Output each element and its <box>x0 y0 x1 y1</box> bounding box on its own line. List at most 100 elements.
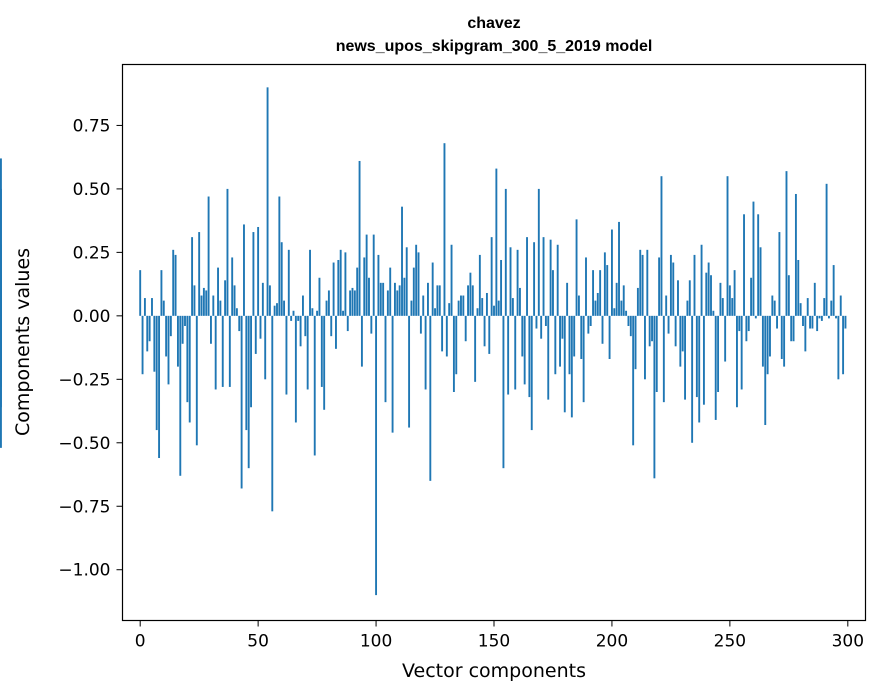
bar-component-227 <box>674 315 677 347</box>
bar-component-13 <box>169 315 172 337</box>
bar-component-56 <box>271 315 274 512</box>
y-tick-label: −1.00 <box>58 561 110 581</box>
bar-component-122 <box>427 282 429 316</box>
bar-component-195 <box>599 270 602 316</box>
bar-component-129 <box>443 143 446 316</box>
bar-component-83 <box>335 315 337 349</box>
x-axis-label: Vector components <box>402 660 586 682</box>
bar-component-218 <box>653 315 656 479</box>
bar-component-228 <box>677 280 679 316</box>
bar-component-258 <box>747 315 750 332</box>
bar-component-159 <box>514 315 517 390</box>
bar-component-102 <box>379 282 382 316</box>
bar-component-7 <box>155 315 158 431</box>
bar-component-271 <box>778 232 781 316</box>
bar-component-125 <box>434 308 436 316</box>
bar-component-20 <box>186 315 189 403</box>
bar-component-31 <box>212 295 215 316</box>
bar-component-177 <box>556 244 559 316</box>
bar-component-222 <box>662 315 665 403</box>
bar-component-178 <box>559 315 561 367</box>
bar-component-207 <box>627 315 630 326</box>
bar-component-87 <box>344 252 347 316</box>
bar-component-48 <box>252 232 255 316</box>
bar-component-172 <box>544 315 547 326</box>
bar-component-183 <box>570 315 573 418</box>
bar-component-197 <box>603 252 606 316</box>
bar-component-171 <box>542 237 545 316</box>
bar-component-14 <box>172 249 175 316</box>
bar-component-268 <box>771 295 774 316</box>
bar-component-205 <box>622 285 625 316</box>
bar-component-29 <box>207 196 210 316</box>
bar-component-188 <box>582 315 585 403</box>
bar-component-156 <box>507 315 510 395</box>
bar-component-61 <box>283 300 286 316</box>
bar-component-90 <box>351 287 354 316</box>
bar-component-158 <box>511 298 514 316</box>
bar-component-239 <box>702 315 705 405</box>
bar-component-146 <box>483 315 486 347</box>
bar-component-39 <box>231 257 234 316</box>
bar-component-236 <box>695 315 698 398</box>
bar-component-287 <box>816 315 819 332</box>
bar-component-127 <box>438 285 441 316</box>
y-tick-label: −0.50 <box>58 434 110 454</box>
bar-component-80 <box>327 290 330 316</box>
bar-component-58 <box>276 303 278 316</box>
bar-component-169 <box>537 188 540 316</box>
bar-component-256 <box>743 214 745 316</box>
bar-component-113 <box>405 247 408 316</box>
bar-component-66 <box>294 315 297 423</box>
bar-component-38 <box>228 315 231 387</box>
bar-component-101 <box>377 254 380 316</box>
bar-component-30 <box>210 315 212 344</box>
bar-component-92 <box>356 267 359 316</box>
bar-component-238 <box>700 244 703 316</box>
y-tick-label: 0.50 <box>73 180 111 200</box>
bar-component-229 <box>679 315 682 367</box>
bar-component-undefined <box>0 158 2 316</box>
bar-component-250 <box>728 285 731 316</box>
bar-component-37 <box>226 188 229 316</box>
bar-component-203 <box>618 221 620 316</box>
bar-component-237 <box>698 315 701 423</box>
bar-component-173 <box>547 315 550 400</box>
bar-component-293 <box>830 300 833 316</box>
bar-component-8 <box>158 315 161 459</box>
bar-component-209 <box>632 315 635 446</box>
bar-component-23 <box>193 285 196 316</box>
bar-component-151 <box>495 168 498 316</box>
bar-component-69 <box>302 295 304 316</box>
bar-component-60 <box>280 242 283 316</box>
bar-component-34 <box>219 300 222 316</box>
bar-component-52 <box>261 282 264 316</box>
bar-component-109 <box>396 290 399 316</box>
bar-component-57 <box>273 305 276 316</box>
bar-component-1 <box>141 315 144 375</box>
bar-component-181 <box>566 282 569 316</box>
bar-component-241 <box>707 262 710 316</box>
bar-component-71 <box>306 315 309 390</box>
bar-component-54 <box>266 87 269 316</box>
bar-component-86 <box>342 310 344 316</box>
bar-component-111 <box>401 206 403 316</box>
bar-component-244 <box>714 315 717 420</box>
bar-component-224 <box>667 315 670 334</box>
bar-component-64 <box>290 315 293 321</box>
bar-component-254 <box>738 315 741 332</box>
bar-component-24 <box>195 315 198 446</box>
bar-component-131 <box>448 303 451 316</box>
bar-component-123 <box>429 315 432 481</box>
bar-component-4 <box>148 315 151 342</box>
bar-component-260 <box>752 201 755 316</box>
bar-component-135 <box>457 300 460 316</box>
x-tick-label: 50 <box>247 632 269 652</box>
bar-component-16 <box>176 315 179 367</box>
bar-component-243 <box>712 310 715 316</box>
bar-component-76 <box>318 277 321 316</box>
bar-component-298 <box>842 315 845 375</box>
bar-component-79 <box>325 300 328 316</box>
bar-component-undefined <box>0 244 2 316</box>
